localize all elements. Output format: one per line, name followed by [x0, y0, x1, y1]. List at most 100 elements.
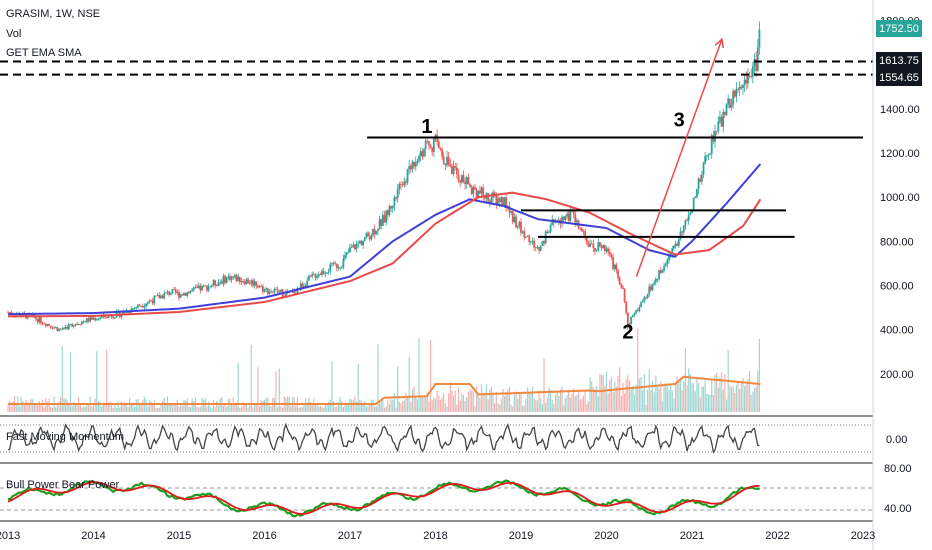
candle-body	[653, 282, 656, 285]
candle-body	[478, 190, 481, 194]
price-pane[interactable]: 1 2 3	[0, 21, 873, 412]
candle-body	[626, 312, 629, 328]
candle-body	[469, 184, 471, 187]
volume-bar	[109, 401, 111, 412]
candle-body	[668, 255, 670, 260]
bear-power-line	[7, 481, 760, 515]
candle-body	[424, 140, 427, 150]
volume-bar	[599, 373, 601, 412]
volume-bar	[355, 401, 358, 412]
volume-bar	[674, 383, 677, 412]
volume-bar	[707, 394, 710, 412]
candle-body	[352, 244, 355, 248]
candle-body	[733, 90, 736, 97]
volume-bar	[125, 403, 127, 412]
volume-bar	[535, 399, 537, 412]
candle-body	[66, 326, 69, 329]
candle-body	[449, 164, 452, 167]
candle-body	[418, 156, 420, 161]
volume-bar	[487, 399, 489, 412]
x-tick-label: 2016	[252, 530, 276, 542]
volume-bar	[46, 402, 49, 412]
volume-bar	[102, 402, 104, 412]
volume-bar	[541, 404, 543, 412]
candle-body	[49, 325, 52, 328]
candle-body	[432, 137, 435, 152]
candle-body	[618, 277, 621, 285]
volume-bar	[402, 400, 404, 412]
candle-body	[386, 210, 389, 216]
candle-body	[414, 162, 417, 167]
volume-bar	[612, 391, 614, 412]
candle-body	[419, 151, 422, 157]
candle-body	[666, 259, 669, 265]
x-tick-label: 2023	[851, 530, 875, 542]
candle-body	[439, 148, 442, 150]
volume-bar	[314, 404, 317, 412]
volume-bar	[661, 401, 664, 412]
candle-body	[717, 121, 720, 132]
candle-body	[166, 291, 169, 293]
candle-body	[526, 235, 529, 237]
volume-bar	[538, 390, 540, 412]
volume-bar	[640, 376, 642, 412]
volume-bar	[711, 380, 713, 412]
candle-body	[682, 225, 685, 233]
volume-bar	[476, 386, 478, 412]
volume-bar	[438, 395, 440, 412]
volume-bar	[433, 397, 435, 412]
volume-bar	[127, 406, 129, 412]
volume-bar	[229, 398, 231, 412]
candle-body	[400, 184, 402, 185]
candle-body	[153, 295, 156, 304]
candle-body	[714, 130, 716, 142]
volume-bar	[176, 399, 178, 412]
volume-bar	[428, 401, 430, 412]
candle-body	[745, 79, 748, 84]
candle-body	[534, 247, 537, 248]
candle-body	[209, 286, 212, 288]
candle-body	[263, 289, 266, 292]
volume-bar	[610, 377, 613, 412]
volume-bar	[732, 385, 734, 412]
volume-bar	[349, 398, 351, 412]
bullbear-pane[interactable]	[0, 479, 873, 518]
volume-bar	[377, 344, 379, 412]
candle-body	[465, 177, 468, 185]
candle-body	[357, 243, 360, 245]
volume-bar	[676, 376, 678, 412]
volume-bar	[745, 384, 747, 412]
volume-bar	[130, 403, 132, 412]
volume-bar	[748, 371, 751, 412]
volume-bar	[341, 401, 343, 412]
momentum-pane[interactable]	[0, 422, 873, 454]
volume-bar	[395, 407, 397, 412]
volume-bar	[171, 404, 174, 412]
candle-body	[280, 289, 282, 292]
candle-body	[674, 243, 677, 247]
candle-body	[574, 213, 577, 223]
candle-body	[7, 311, 9, 313]
volume-bar	[382, 397, 384, 412]
candle-body	[171, 289, 174, 294]
candle-body	[426, 140, 429, 142]
candle-body	[635, 310, 637, 314]
volume-bar	[278, 368, 280, 412]
candle-body	[569, 209, 572, 221]
candle-body	[679, 231, 682, 240]
candle-body	[174, 289, 177, 294]
candle-body	[434, 134, 437, 138]
candle-body	[511, 211, 514, 222]
volume-bar	[153, 400, 155, 412]
volume-bar	[129, 398, 131, 412]
volume-bar	[168, 404, 170, 412]
volume-bar	[119, 407, 121, 412]
volume-bar	[214, 407, 216, 412]
volume-bar	[423, 395, 425, 412]
volume-bar	[36, 402, 39, 412]
volume-bar	[68, 402, 70, 412]
x-tick-label: 2019	[509, 530, 533, 542]
candle-body	[429, 145, 432, 148]
volume-bar	[311, 405, 313, 412]
